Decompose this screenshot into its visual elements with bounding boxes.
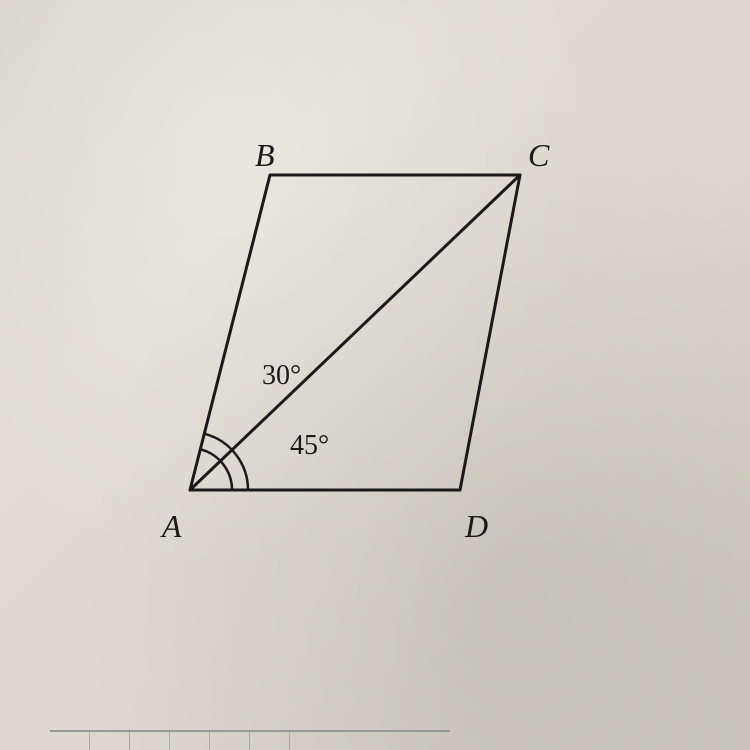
table-cell [130,732,170,750]
vertex-label-c: C [528,137,549,174]
table-cell [50,732,90,750]
partial-table-edge [50,730,450,750]
diagram-svg [0,0,750,750]
vertex-label-b: B [255,137,275,174]
geometry-diagram: A B C D 30° 45° [0,0,750,750]
table-cell [210,732,250,750]
edges-group [190,175,520,490]
table-cell [90,732,130,750]
angle-label-45: 45° [290,430,329,462]
angle-label-30: 30° [262,360,301,392]
vertex-label-a: A [162,508,182,545]
table-cell [170,732,210,750]
table-cell [250,732,290,750]
vertex-label-d: D [465,508,488,545]
